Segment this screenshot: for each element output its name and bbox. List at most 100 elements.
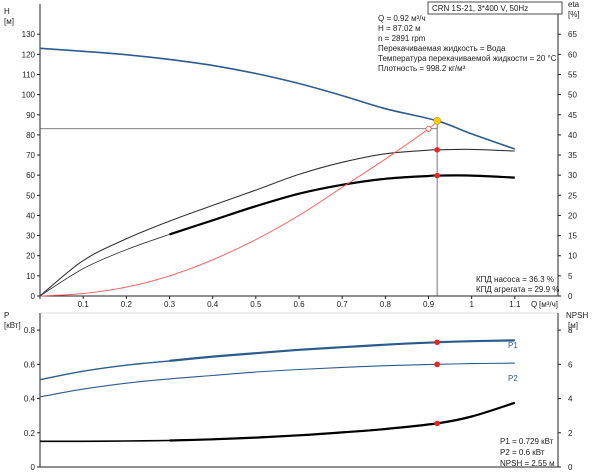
x-tick-label: 1 [469,300,474,309]
x-tick-label: 0.6 [293,300,305,309]
power-npsh-panel: 0 0.2 0.4 0.6 0.8 0 2 4 6 8 P [кВт] NPSH [м] P1 … [4,311,588,472]
bottom-y-right-ticks: 0 2 4 6 8 [558,326,573,472]
y-left-tick-label: 110 [22,70,35,79]
y-left-tick-label: 80 [26,131,35,140]
y-right-unit: [%] [568,10,580,19]
y-right-tick-label: 15 [568,232,577,241]
operating-point-marker [433,116,441,125]
operating-point-marker [434,339,440,346]
P2-curve [39,362,515,398]
pump-efficiency-text: КПД насоса = 36.3 % [476,275,554,284]
x-tick-label: 0.7 [337,300,349,309]
pump-efficiency-curve [39,148,515,297]
chart-title: CRN 1S-21, 3*400 V, 50Hz [432,4,528,13]
system-curve-marker [425,125,432,132]
top-y-left-ticks: 0 10 20 30 40 50 60 70 80 90 100 110 120 130 [22,30,40,301]
y-right-tick-label: 50 [568,91,577,100]
y-right-tick-label: 20 [568,211,577,220]
x-tick-label: 0.4 [207,300,219,309]
y-left-tick-label: 90 [26,111,35,120]
y-right-tick-label: 60 [568,50,577,59]
top-y-right-ticks: 0 5 10 15 20 25 30 35 40 45 50 55 60 65 [558,30,577,301]
y-right-tick-label: 10 [568,252,577,261]
info-p2: P2 = 0.6 кВт [500,448,545,457]
npsh-tick-label: 0 [568,463,573,472]
y-left-tick-label: 10 [26,272,35,281]
top-series-lines [39,47,516,297]
power-axis-unit: [кВт] [4,321,21,330]
unit-efficiency-curve [169,174,515,236]
y-right-tick-label: 5 [568,272,573,281]
chart-title-box [427,1,563,15]
y-right-label: eta [568,0,580,9]
system-curve-curve [39,120,438,297]
y-left-tick-label: 30 [26,232,35,241]
info-npsh: NPSH = 2.55 м [500,459,555,468]
P1-curve [39,339,515,381]
p1-series-label: P1 [508,341,518,350]
npsh-axis-label: NPSH [566,311,588,320]
y-left-tick-label: 130 [22,30,36,39]
npsh-tick-label: 8 [568,326,573,335]
x-tick-label: 0.2 [121,300,133,309]
operating-point-marker [434,420,440,427]
top-x-ticks: 0.1 0.2 0.3 0.4 0.5 0.6 0.7 0.8 0.9 1 1.1 [39,296,521,309]
y-left-tick-label: 50 [26,191,35,200]
info-temperature: Температура перекачиваемой жидкости = 20… [378,54,557,63]
y-right-tick-label: 45 [568,111,577,120]
power-tick-label: 0.4 [24,395,36,404]
P1-operating-range [169,339,515,362]
npsh-tick-label: 6 [568,360,573,369]
info-density: Плотность = 998.2 кг/м³ [378,64,466,73]
info-p1: P1 = 0.729 кВт [500,437,554,446]
y-right-tick-label: 65 [568,30,577,39]
npsh-operating-range [169,401,516,442]
y-left-tick-label: 40 [26,211,35,220]
head-efficiency-panel: 0 10 20 30 40 50 60 70 80 90 100 110 120 130 0 5 10 15 20… [4,0,580,309]
bottom-markers [434,339,440,427]
y-left-tick-label: 20 [26,252,35,261]
y-right-tick-label: 40 [568,131,577,140]
operating-point-marker [434,361,440,368]
y-left-label: H [4,7,10,16]
bottom-y-left-ticks: 0 0.2 0.4 0.6 0.8 [24,326,40,472]
unit-efficiency-extension [39,234,170,297]
y-right-tick-label: 0 [568,292,573,301]
y-right-tick-label: 55 [568,70,577,79]
info-flow: Q = 0.92 м³/ч [378,14,426,23]
power-tick-label: 0 [31,463,36,472]
power-tick-label: 0.6 [24,360,36,369]
y-left-tick-label: 120 [22,50,36,59]
y-left-tick-label: 100 [22,91,36,100]
x-tick-label: 0.5 [250,300,262,309]
npsh-tick-label: 2 [568,429,573,438]
y-left-tick-label: 60 [26,171,35,180]
info-speed: n = 2891 rpm [378,34,426,43]
power-tick-label: 0.2 [24,429,36,438]
y-left-tick-label: 0 [31,292,36,301]
y-right-tick-label: 25 [568,191,577,200]
x-tick-label: 0.3 [164,300,176,309]
info-head: H = 87.02 м [378,24,421,33]
x-tick-label: 0.1 [78,300,90,309]
p2-series-label: P2 [508,374,518,383]
x-tick-label: 1.1 [509,300,521,309]
x-tick-label: 0.8 [380,300,392,309]
top-markers [425,116,441,179]
duty-point-guides [40,120,438,296]
npsh-axis-unit: [м] [568,321,578,330]
operating-point-marker [434,172,440,179]
y-left-unit: [м] [4,17,14,26]
bottom-series-lines [39,339,516,443]
power-tick-label: 0.8 [24,326,36,335]
power-axis-label: P [4,311,9,320]
info-liquid: Перекачиваемая жидкость = Вода [378,44,506,53]
x-tick-label: 0.9 [423,300,435,309]
x-axis-unit: [м³/ч] [539,300,558,309]
npsh-tick-label: 4 [568,395,573,404]
y-left-tick-label: 70 [26,151,35,160]
x-axis-label: Q [531,300,537,309]
y-right-tick-label: 35 [568,151,577,160]
